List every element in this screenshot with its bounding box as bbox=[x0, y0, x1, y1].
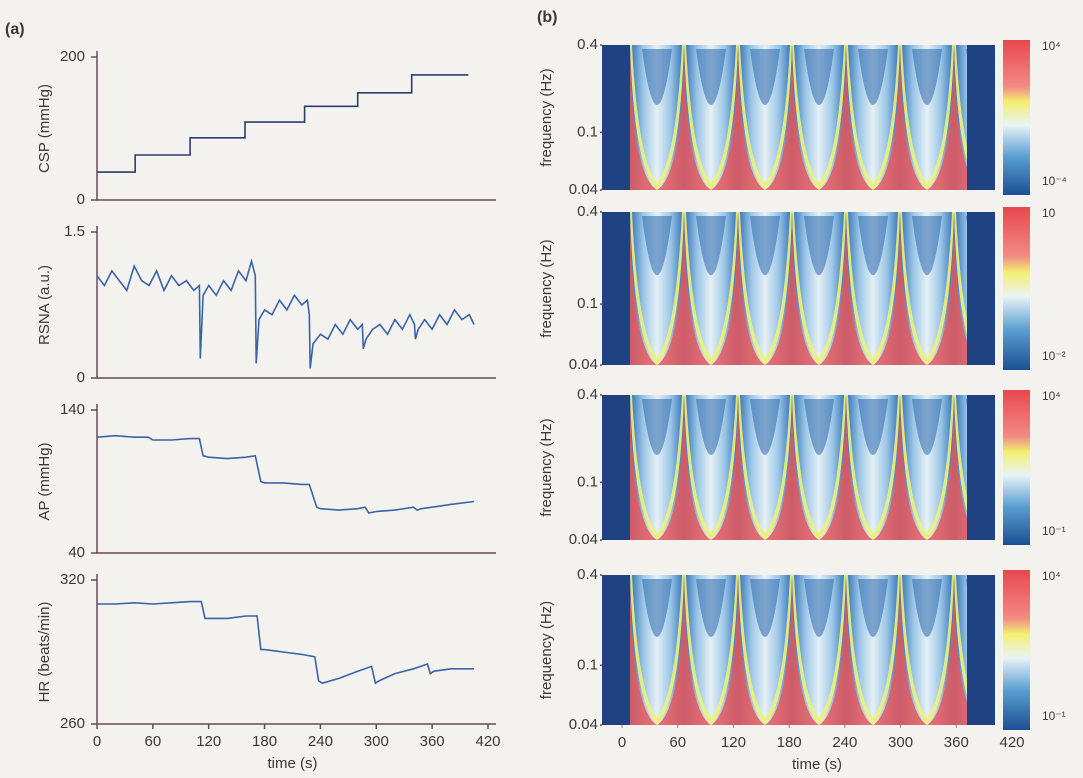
y-axis-label: AP (mmHg) bbox=[36, 442, 53, 520]
spectrogram-image bbox=[602, 212, 995, 365]
y-axis-label: frequency (Hz) bbox=[538, 68, 555, 166]
y-tick-label: 0.04 bbox=[569, 356, 598, 373]
x-axis-label: time (s) bbox=[268, 755, 318, 772]
y-axis-label: HR (beats/min) bbox=[36, 602, 53, 703]
dark-band bbox=[602, 575, 630, 725]
y-axis-label: frequency (Hz) bbox=[538, 418, 555, 516]
colorbar-label: 10⁻² bbox=[1042, 349, 1066, 363]
y-tick-label: 0.4 bbox=[577, 36, 598, 53]
colorbar-label: 10 bbox=[1042, 206, 1056, 220]
y-tick-label: 0.1 bbox=[577, 295, 598, 312]
spectrogram-image bbox=[602, 45, 995, 190]
axis-spine bbox=[96, 574, 496, 725]
y-tick-label: 1.5 bbox=[64, 223, 85, 240]
dark-band bbox=[967, 45, 995, 190]
colorbar bbox=[1003, 390, 1030, 545]
data-line bbox=[97, 74, 469, 173]
y-axis-label: frequency (Hz) bbox=[538, 239, 555, 337]
x-tick-label: 0 bbox=[93, 733, 101, 750]
spectrogram-image bbox=[602, 395, 995, 540]
dark-band bbox=[967, 575, 995, 725]
y-tick-label: 0.4 bbox=[577, 566, 598, 583]
x-tick-label: 420 bbox=[475, 733, 500, 750]
panel-label: (a) bbox=[5, 21, 25, 38]
axis-spine bbox=[96, 226, 496, 379]
y-tick-label: 40 bbox=[68, 544, 85, 561]
y-tick-label: 0 bbox=[77, 369, 85, 386]
colorbar-label: 10⁴ bbox=[1042, 569, 1061, 583]
x-tick-label: 360 bbox=[944, 734, 969, 751]
colorbar-label: 10⁻¹ bbox=[1042, 524, 1066, 538]
y-tick-label: 0.1 bbox=[577, 473, 598, 490]
x-tick-label: 300 bbox=[888, 734, 913, 751]
x-tick-label: 240 bbox=[308, 733, 333, 750]
colorbar-label: 10⁴ bbox=[1042, 39, 1061, 53]
y-axis-label: RSNA (a.u.) bbox=[36, 265, 53, 345]
x-tick-label: 60 bbox=[669, 734, 686, 751]
colorbar-label: 10⁴ bbox=[1042, 389, 1061, 403]
x-tick-label: 180 bbox=[252, 733, 277, 750]
y-tick-label: 0.1 bbox=[577, 656, 598, 673]
data-line bbox=[96, 258, 475, 369]
y-tick-label: 260 bbox=[60, 715, 85, 732]
colorbar-label: 10⁻⁴ bbox=[1042, 174, 1067, 188]
y-tick-label: 0.04 bbox=[569, 716, 598, 733]
y-axis-label: frequency (Hz) bbox=[538, 601, 555, 699]
colorbar bbox=[1003, 570, 1030, 730]
x-tick-label: 120 bbox=[721, 734, 746, 751]
y-tick-label: 0 bbox=[77, 191, 85, 208]
y-tick-label: 0.4 bbox=[577, 203, 598, 220]
x-tick-label: 420 bbox=[999, 734, 1024, 751]
y-tick-label: 320 bbox=[60, 571, 85, 588]
colorbar bbox=[1003, 207, 1030, 370]
panel-label: (b) bbox=[537, 9, 557, 26]
x-tick-label: 60 bbox=[145, 733, 162, 750]
y-tick-label: 0.4 bbox=[577, 386, 598, 403]
dark-band bbox=[602, 395, 630, 540]
dark-band bbox=[602, 212, 630, 365]
dark-band bbox=[602, 45, 630, 190]
dark-band bbox=[967, 395, 995, 540]
y-axis-label: CSP (mmHg) bbox=[36, 84, 53, 173]
x-tick-label: 360 bbox=[420, 733, 445, 750]
x-tick-label: 240 bbox=[832, 734, 857, 751]
data-line bbox=[96, 434, 475, 514]
y-tick-label: 0.04 bbox=[569, 531, 598, 548]
y-tick-label: 0.04 bbox=[569, 181, 598, 198]
axis-spine bbox=[96, 404, 496, 554]
x-tick-label: 180 bbox=[777, 734, 802, 751]
spectrogram-image bbox=[602, 575, 995, 725]
dark-band bbox=[967, 212, 995, 365]
data-line bbox=[97, 600, 474, 685]
x-tick-label: 300 bbox=[364, 733, 389, 750]
x-axis-label: time (s) bbox=[792, 756, 842, 773]
x-tick-label: 120 bbox=[196, 733, 221, 750]
axis-spine bbox=[96, 51, 496, 201]
y-tick-label: 140 bbox=[60, 401, 85, 418]
y-tick-label: 200 bbox=[60, 48, 85, 65]
y-tick-label: 0.1 bbox=[577, 123, 598, 140]
x-tick-label: 0 bbox=[618, 734, 626, 751]
colorbar bbox=[1003, 40, 1030, 195]
colorbar-label: 10⁻¹ bbox=[1042, 709, 1066, 723]
